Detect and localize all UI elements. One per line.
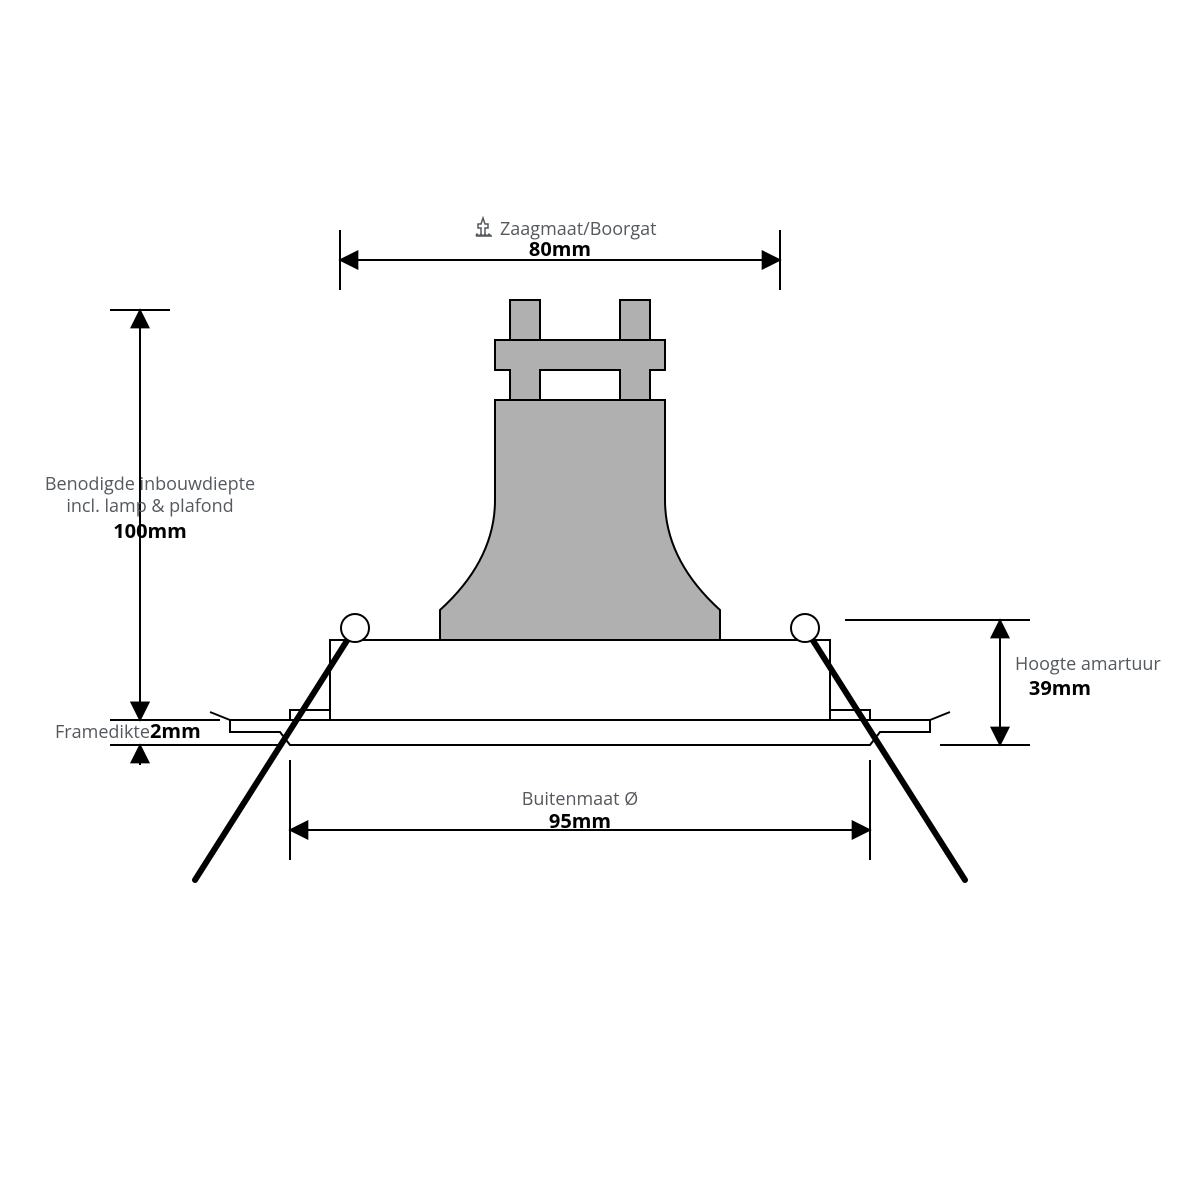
bulb-body: [440, 300, 720, 640]
dimension-bottom: Buitenmaat Ø 95mm: [290, 760, 870, 860]
dim-left-label2: incl. lamp & plafond: [66, 494, 233, 518]
dim-frame-value: 2mm: [150, 717, 201, 744]
dim-frame-label: Framedikte: [55, 720, 150, 744]
technical-diagram: Zaagmaat/Boorgat 80mm Benodigde inbouwdi…: [0, 0, 1200, 1200]
dim-right-value: 39mm: [1029, 674, 1091, 701]
dim-top-value: 80mm: [529, 235, 591, 262]
dim-left-value: 100mm: [113, 517, 187, 544]
dim-left-label1: Benodigde inbouwdiepte: [45, 472, 255, 496]
saw-icon: [476, 218, 492, 236]
dimension-top: Zaagmaat/Boorgat 80mm: [340, 217, 780, 290]
outer-flange: [230, 720, 930, 745]
dim-bottom-value: 95mm: [549, 807, 611, 834]
dim-right-label: Hoogte amartuur: [1015, 652, 1161, 676]
dimension-left: Benodigde inbouwdiepte incl. lamp & plaf…: [45, 310, 255, 720]
inner-housing: [290, 640, 870, 720]
